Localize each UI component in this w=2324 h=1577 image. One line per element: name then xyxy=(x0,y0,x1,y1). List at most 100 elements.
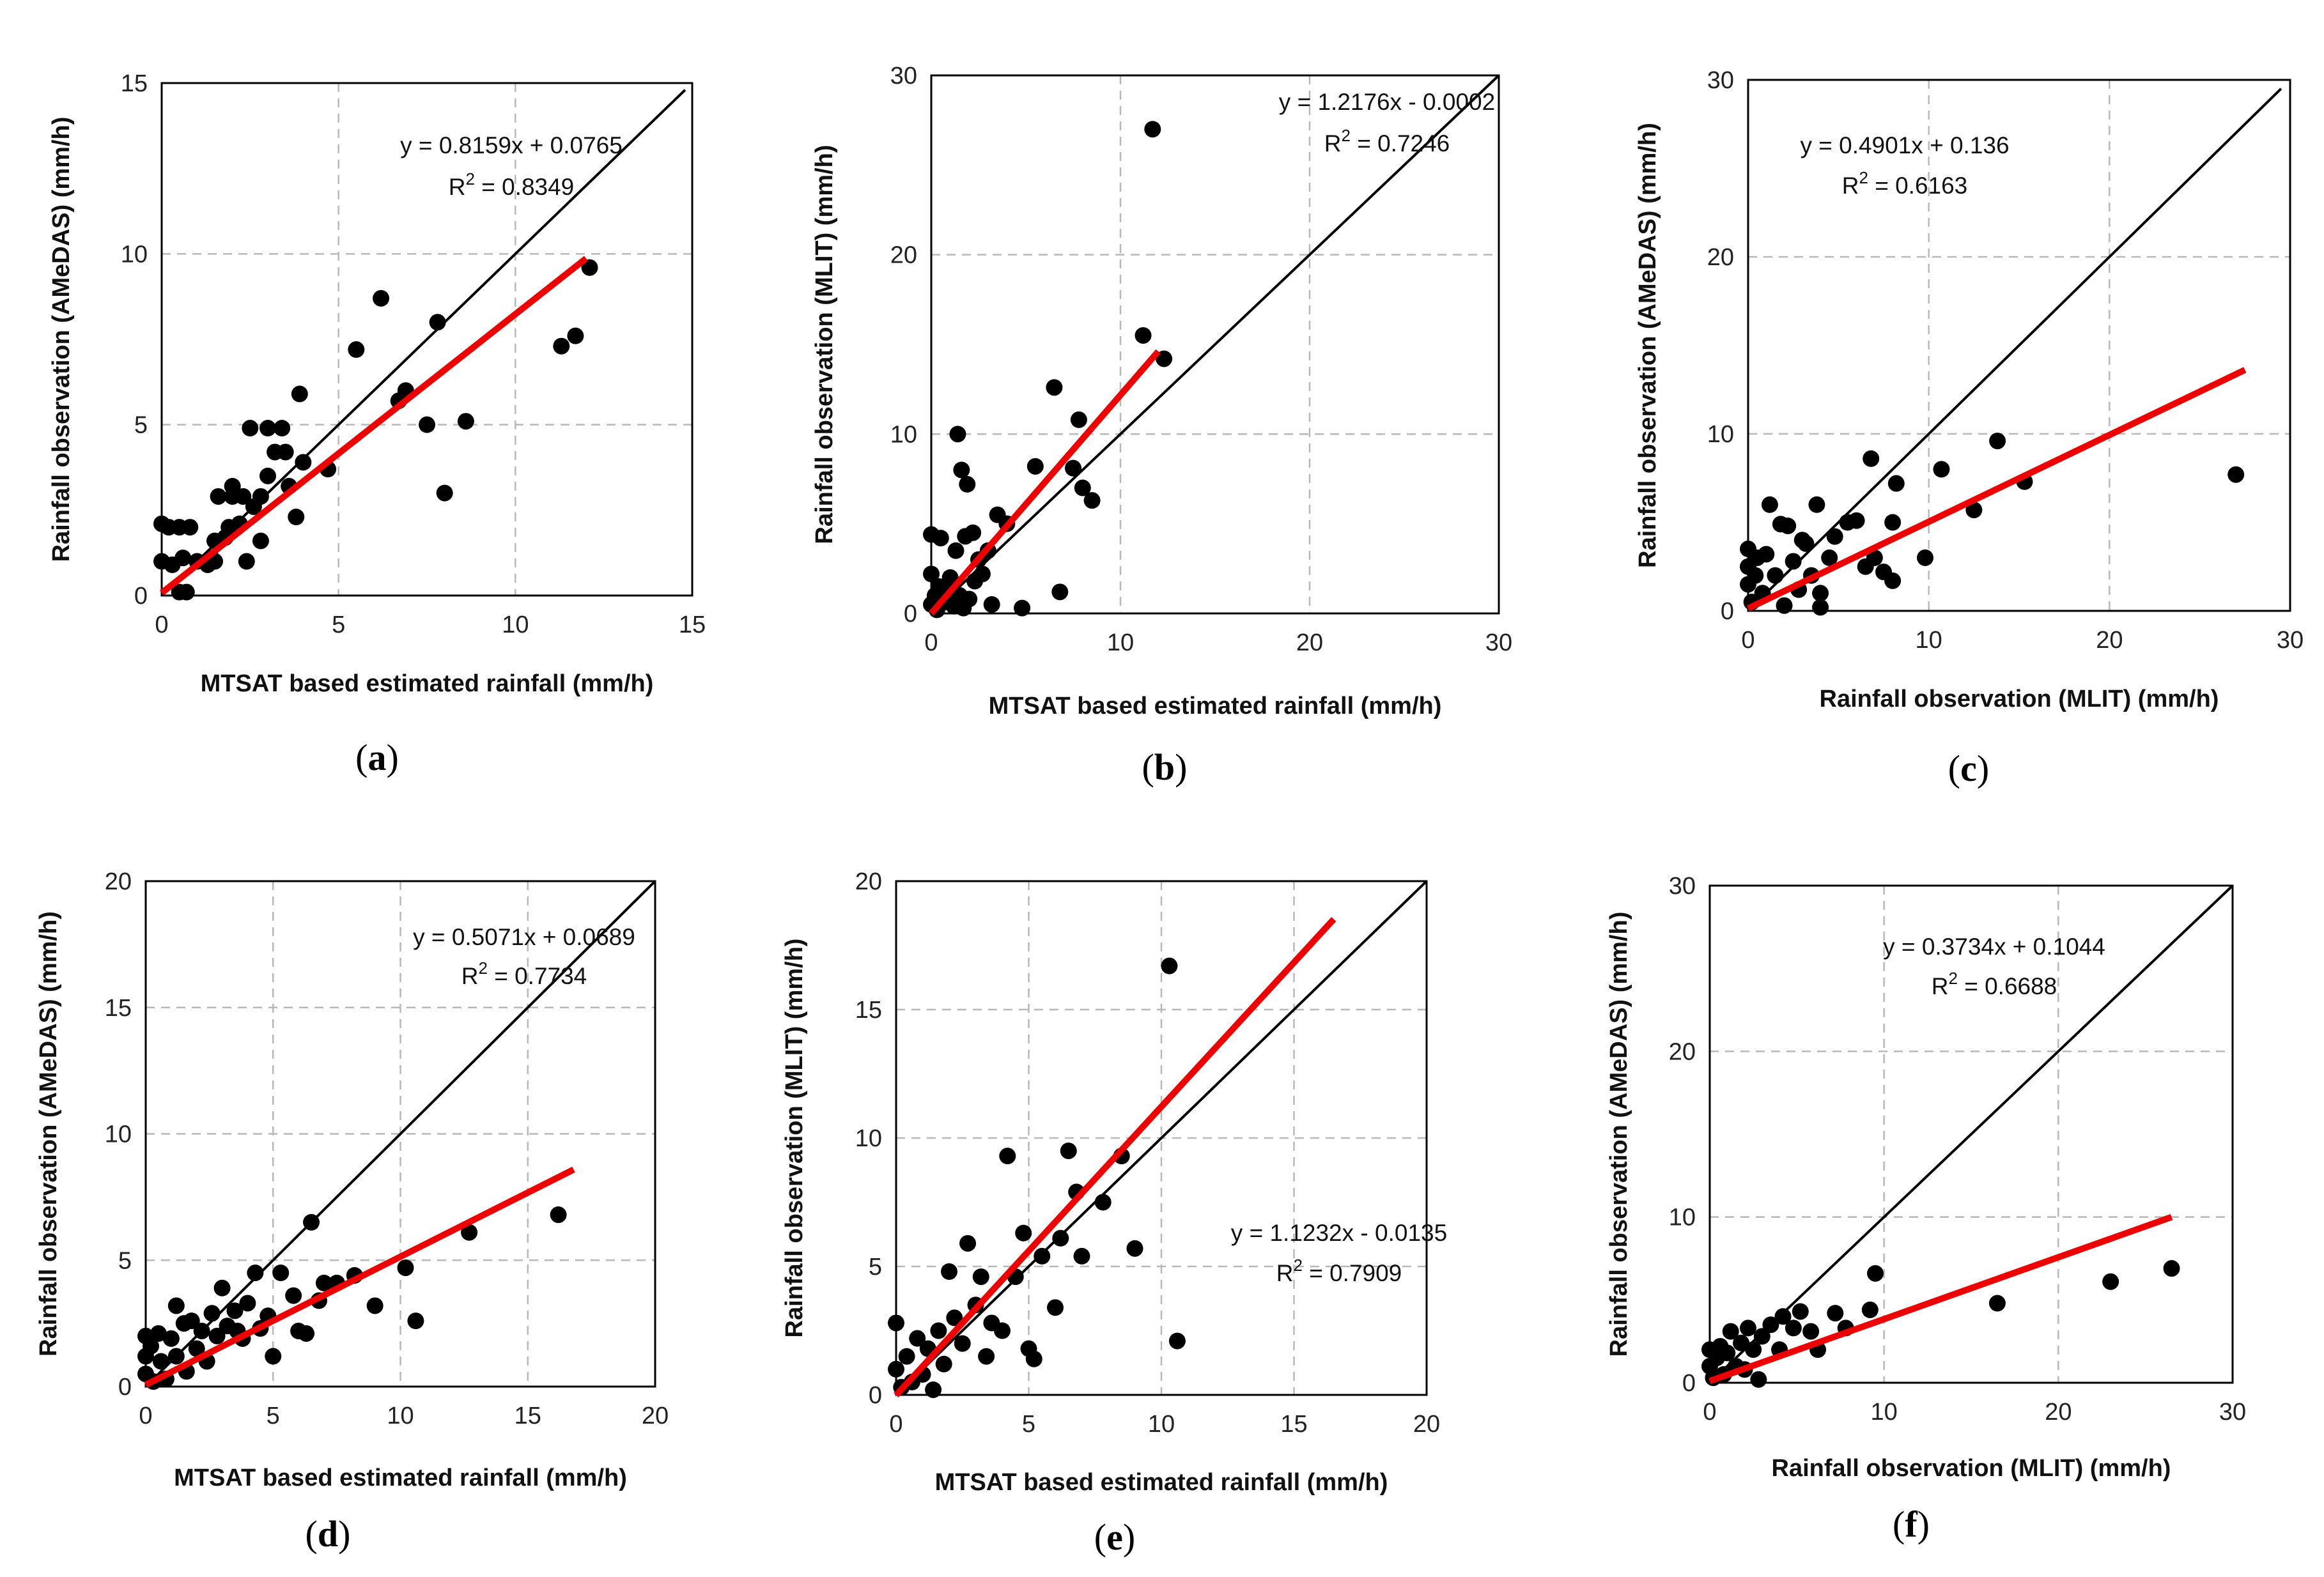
data-point xyxy=(1767,567,1784,584)
data-point xyxy=(953,461,970,479)
y-tick-label: 15 xyxy=(105,995,132,1022)
data-point xyxy=(1753,1328,1770,1345)
data-point xyxy=(1083,492,1101,509)
panel-label: (e) xyxy=(1094,1516,1135,1558)
data-point xyxy=(182,519,199,536)
data-point xyxy=(935,1355,952,1373)
x-tick-label: 20 xyxy=(1413,1411,1440,1438)
data-point xyxy=(1826,528,1843,545)
data-point xyxy=(239,1295,256,1312)
x-tick-label: 20 xyxy=(2045,1399,2072,1426)
r-squared: R2 = 0.6163 xyxy=(1842,168,1968,199)
data-point xyxy=(285,1287,302,1304)
data-point xyxy=(274,420,291,437)
panel-label: (c) xyxy=(1948,748,1989,789)
x-tick-label: 0 xyxy=(924,629,938,656)
identity-line xyxy=(1708,884,2234,1384)
data-point xyxy=(1808,496,1825,513)
data-point xyxy=(1988,1295,2006,1312)
data-point xyxy=(1827,1305,1844,1322)
data-point xyxy=(553,337,570,355)
data-point xyxy=(581,259,598,276)
x-tick-label: 15 xyxy=(515,1403,541,1429)
data-point xyxy=(1792,1303,1809,1320)
data-point xyxy=(898,1348,915,1365)
regression-line xyxy=(894,917,1336,1397)
data-point xyxy=(972,1268,989,1286)
data-point xyxy=(1884,572,1902,589)
data-point xyxy=(1025,1350,1042,1367)
x-tick-label: 5 xyxy=(1022,1411,1035,1438)
data-point xyxy=(436,484,453,502)
regression-equation: y = 0.3734x + 0.1044 xyxy=(1883,934,2105,960)
regression-line xyxy=(1746,367,2247,612)
data-point xyxy=(235,488,252,505)
r-squared: R2 = 0.6688 xyxy=(1932,969,2057,999)
data-point xyxy=(150,1325,167,1342)
data-point xyxy=(1144,121,1161,138)
x-tick-label: 0 xyxy=(1703,1399,1716,1426)
data-point xyxy=(1073,1247,1090,1265)
y-tick-label: 20 xyxy=(105,868,132,895)
data-point xyxy=(291,385,308,403)
data-point xyxy=(1135,327,1152,344)
data-point xyxy=(959,1235,977,1252)
data-point xyxy=(265,1348,282,1365)
regression-equation: y = 1.2176x - 0.0002 xyxy=(1279,89,1495,115)
plot-frame xyxy=(895,880,1428,1396)
plot-frame xyxy=(1747,79,2291,612)
data-point xyxy=(888,1360,904,1378)
y-tick-label: 10 xyxy=(855,1125,882,1152)
y-tick-label: 15 xyxy=(855,997,882,1024)
panel-label: (a) xyxy=(355,737,399,778)
data-point xyxy=(1965,502,1983,519)
x-tick-label: 20 xyxy=(642,1403,669,1429)
x-tick-label: 0 xyxy=(139,1403,152,1429)
x-tick-label: 10 xyxy=(1916,627,1942,654)
y-tick-label: 20 xyxy=(1707,244,1734,271)
data-point xyxy=(252,532,269,550)
data-point xyxy=(983,596,1000,613)
panel-label: (b) xyxy=(1142,746,1188,788)
data-point xyxy=(298,1325,315,1342)
r-squared: R2 = 0.7909 xyxy=(1276,1256,1402,1286)
data-point xyxy=(1051,583,1069,601)
data-point xyxy=(1156,350,1173,367)
data-point xyxy=(1719,1344,1736,1362)
data-point xyxy=(277,443,294,461)
y-tick-label: 30 xyxy=(1669,873,1696,900)
data-point xyxy=(1026,458,1044,475)
x-tick-label: 20 xyxy=(2096,627,2123,654)
identity-line xyxy=(930,74,1500,615)
x-tick-label: 20 xyxy=(1296,629,1323,656)
data-point xyxy=(1776,597,1793,614)
plot-frame xyxy=(1708,884,2234,1384)
y-tick-label: 20 xyxy=(890,242,917,269)
regression-line xyxy=(144,1166,575,1388)
r-squared: R2 = 0.7246 xyxy=(1324,126,1450,157)
regression-line xyxy=(1708,1213,2173,1385)
data-point xyxy=(1747,567,1764,584)
data-point xyxy=(1745,1341,1762,1358)
data-point xyxy=(419,416,435,433)
panel-a: 0 5 10 15 0 5 10 15 y = 0.8159x + 0.0765 R2 = 0.8… xyxy=(48,70,706,778)
data-point xyxy=(203,1305,221,1322)
plot-frame xyxy=(160,82,693,597)
y-tick-label: 30 xyxy=(890,63,917,89)
data-point xyxy=(1014,599,1031,617)
data-point xyxy=(973,565,991,583)
data-point xyxy=(178,583,195,601)
data-point xyxy=(994,1322,1011,1339)
plot-frame xyxy=(144,880,656,1388)
y-tick-label: 0 xyxy=(1682,1370,1696,1397)
y-tick-label: 10 xyxy=(1669,1204,1696,1231)
data-point xyxy=(2102,1273,2119,1290)
data-point xyxy=(1933,461,1950,478)
x-tick-label: 0 xyxy=(1741,627,1755,654)
data-point xyxy=(295,454,312,471)
data-point xyxy=(1094,1194,1112,1211)
data-point xyxy=(1887,475,1905,492)
data-point xyxy=(247,1265,264,1282)
identity-line xyxy=(144,880,656,1388)
